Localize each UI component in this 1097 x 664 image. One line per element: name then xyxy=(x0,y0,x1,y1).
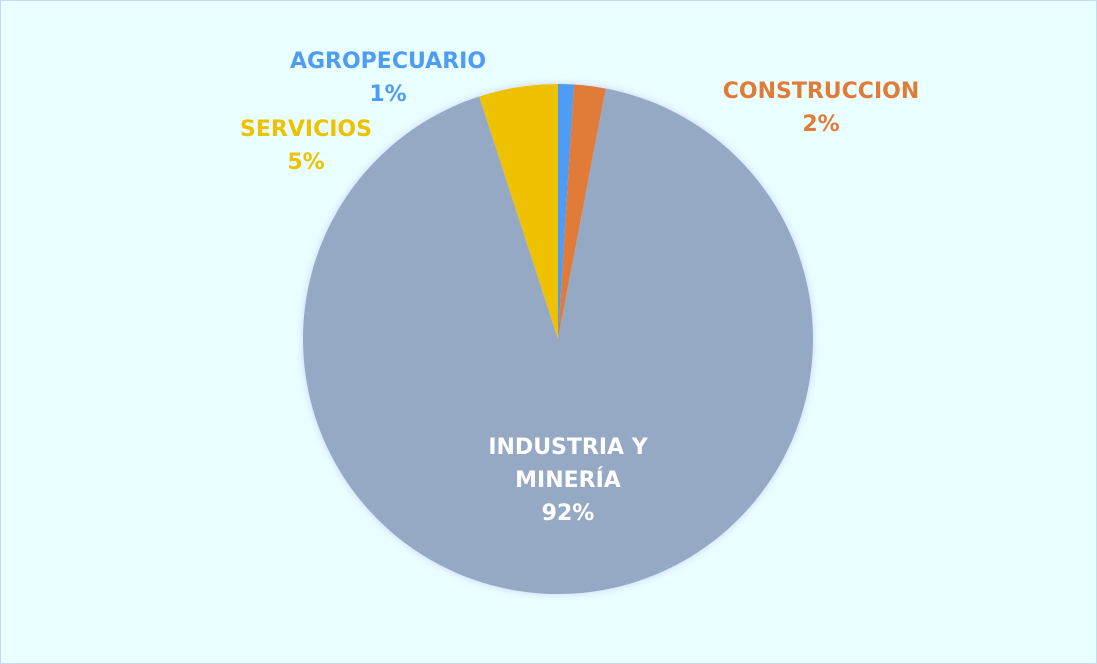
value-label: 92% xyxy=(541,501,595,526)
data-label: CONSTRUCCION 2% xyxy=(691,75,951,141)
category-label: SERVICIOS xyxy=(240,117,372,142)
data-label: SERVICIOS 5% xyxy=(206,113,406,179)
pie-slice xyxy=(558,84,606,340)
value-label: 1% xyxy=(369,82,407,107)
pie-slice xyxy=(479,84,558,339)
category-label: INDUSTRIA Y MINERÍA xyxy=(488,435,648,493)
pie-slice xyxy=(558,84,575,339)
value-label: 5% xyxy=(287,150,325,175)
value-label: 2% xyxy=(802,112,840,137)
category-label: AGROPECUARIO xyxy=(289,49,487,74)
data-label: INDUSTRIA Y MINERÍA 92% xyxy=(468,431,668,530)
pie xyxy=(303,84,813,595)
data-label: AGROPECUARIO 1% xyxy=(258,45,518,111)
category-label: CONSTRUCCION xyxy=(722,79,920,104)
pie-slice xyxy=(303,88,813,595)
